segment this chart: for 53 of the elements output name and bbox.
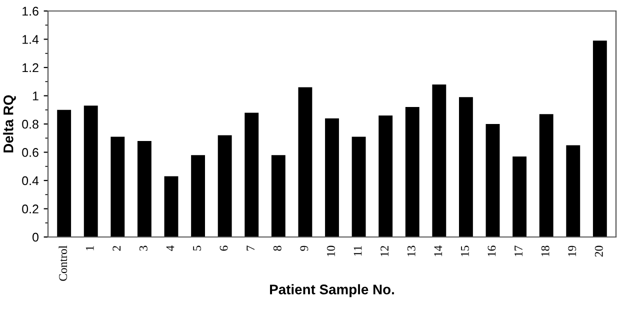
bar: [592, 40, 607, 237]
bar: [298, 87, 312, 237]
x-tick-label: 15: [461, 246, 469, 256]
bar: [352, 136, 366, 237]
x-tick-label: 11: [354, 246, 362, 256]
x-tick-label: 12: [380, 246, 388, 256]
y-tick-label: 0.8: [22, 120, 38, 129]
x-tick-label: 8: [273, 246, 282, 251]
x-tick-label: 10: [326, 246, 335, 256]
y-tick-label: 1: [32, 92, 38, 100]
bar: [110, 136, 125, 237]
x-tick-label: 6: [220, 246, 228, 251]
bar: [539, 114, 554, 237]
y-tick-label: 0: [32, 232, 38, 242]
bar: [378, 116, 393, 237]
x-tick-label: 9: [300, 246, 308, 251]
bar: [325, 118, 339, 237]
bar: [486, 124, 500, 237]
y-tick-label: 1.2: [22, 63, 38, 72]
x-tick-label: 7: [246, 246, 254, 250]
bar: [566, 145, 580, 237]
bar: [271, 155, 286, 237]
x-tick-label: 14: [434, 246, 442, 256]
x-tick-label: 3: [139, 246, 148, 251]
bar: [164, 176, 178, 237]
x-tick-label: 5: [193, 246, 201, 251]
x-tick-label: 19: [568, 246, 576, 256]
y-axis-title: Delta RQ: [3, 95, 16, 152]
bar: [244, 112, 259, 237]
bar: [57, 110, 72, 237]
bar: [458, 97, 473, 237]
x-tick-label: 2: [112, 246, 120, 251]
bar: [405, 107, 420, 237]
bar: [218, 135, 232, 237]
y-tick-label: 0.6: [22, 148, 38, 157]
bar: [191, 155, 206, 237]
x-tick-label: 13: [407, 246, 416, 256]
x-axis-title: Patient Sample No.: [270, 284, 394, 298]
y-tick-label: 0.2: [22, 204, 38, 214]
x-tick-label: 20: [594, 246, 603, 257]
bar: [432, 84, 446, 237]
x-tick-label: 1: [86, 246, 94, 250]
y-tick-label: 1.4: [22, 35, 39, 44]
y-tick-label: 0.4: [22, 176, 39, 186]
bar: [84, 106, 98, 237]
x-tick-label: 4: [166, 246, 174, 252]
x-tick-label: 17: [514, 246, 522, 256]
x-tick-label: 16: [488, 246, 496, 256]
x-tick-label: 18: [541, 246, 550, 256]
bar: [512, 156, 527, 237]
x-tick-label: Control: [58, 246, 68, 281]
y-tick-label: 1.6: [22, 6, 38, 16]
bar: [137, 140, 152, 237]
